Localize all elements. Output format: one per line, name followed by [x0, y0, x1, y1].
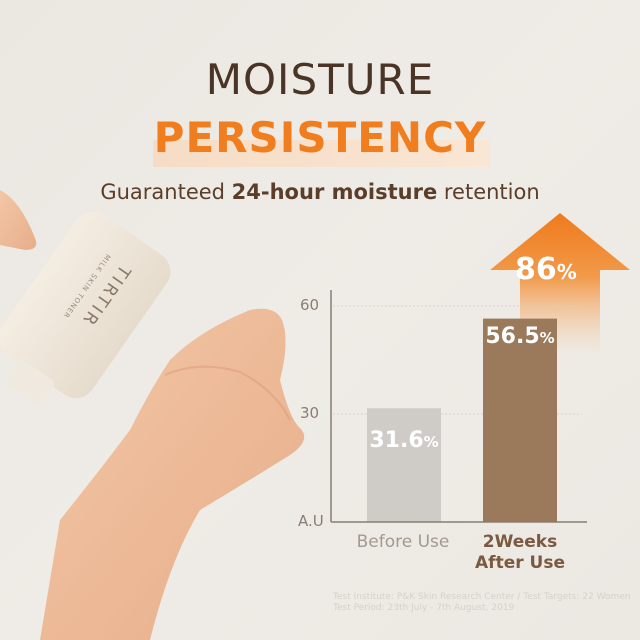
product-bottle: TIRTIR MILK SKIN TONER	[0, 211, 171, 406]
bar-0	[367, 408, 441, 522]
footnote: Test Institute: P&K Skin Research Center…	[333, 592, 630, 614]
y-tick-60: 60	[300, 296, 320, 314]
y-tick-30: 30	[300, 404, 320, 422]
increase-unit: %	[556, 260, 577, 284]
footnote-line1: Test Institute: P&K Skin Research Center…	[333, 592, 631, 602]
footnote-line2: Test Period: 23th July - 7th August, 201…	[333, 603, 515, 613]
bar-label-after: 56.5%	[480, 324, 560, 349]
bar-unit-before: %	[423, 433, 439, 451]
subtitle-pre: Guaranteed	[100, 180, 232, 204]
bar-unit-after: %	[539, 329, 555, 347]
bar-value-after: 56.5	[485, 324, 540, 349]
bar-value-before: 31.6	[369, 428, 424, 453]
subtitle-bold: 24-hour moisture	[231, 180, 438, 204]
bar-label-before: 31.6%	[367, 428, 441, 453]
x-label-before: Before Use	[356, 532, 450, 552]
increase-label: 86%	[515, 252, 577, 287]
increase-value: 86	[515, 252, 557, 287]
title-highlight	[153, 140, 490, 167]
subtitle: Guaranteed 24-hour moisture retention	[0, 180, 640, 204]
y-axis-label: A.U	[298, 512, 324, 530]
bar-1	[483, 318, 557, 522]
x-label-after: 2Weeks After Use	[475, 532, 565, 573]
title-line2: PERSISTENCY	[153, 113, 487, 162]
subtitle-post: retention	[437, 180, 540, 204]
title-line1: MOISTURE	[205, 55, 435, 104]
